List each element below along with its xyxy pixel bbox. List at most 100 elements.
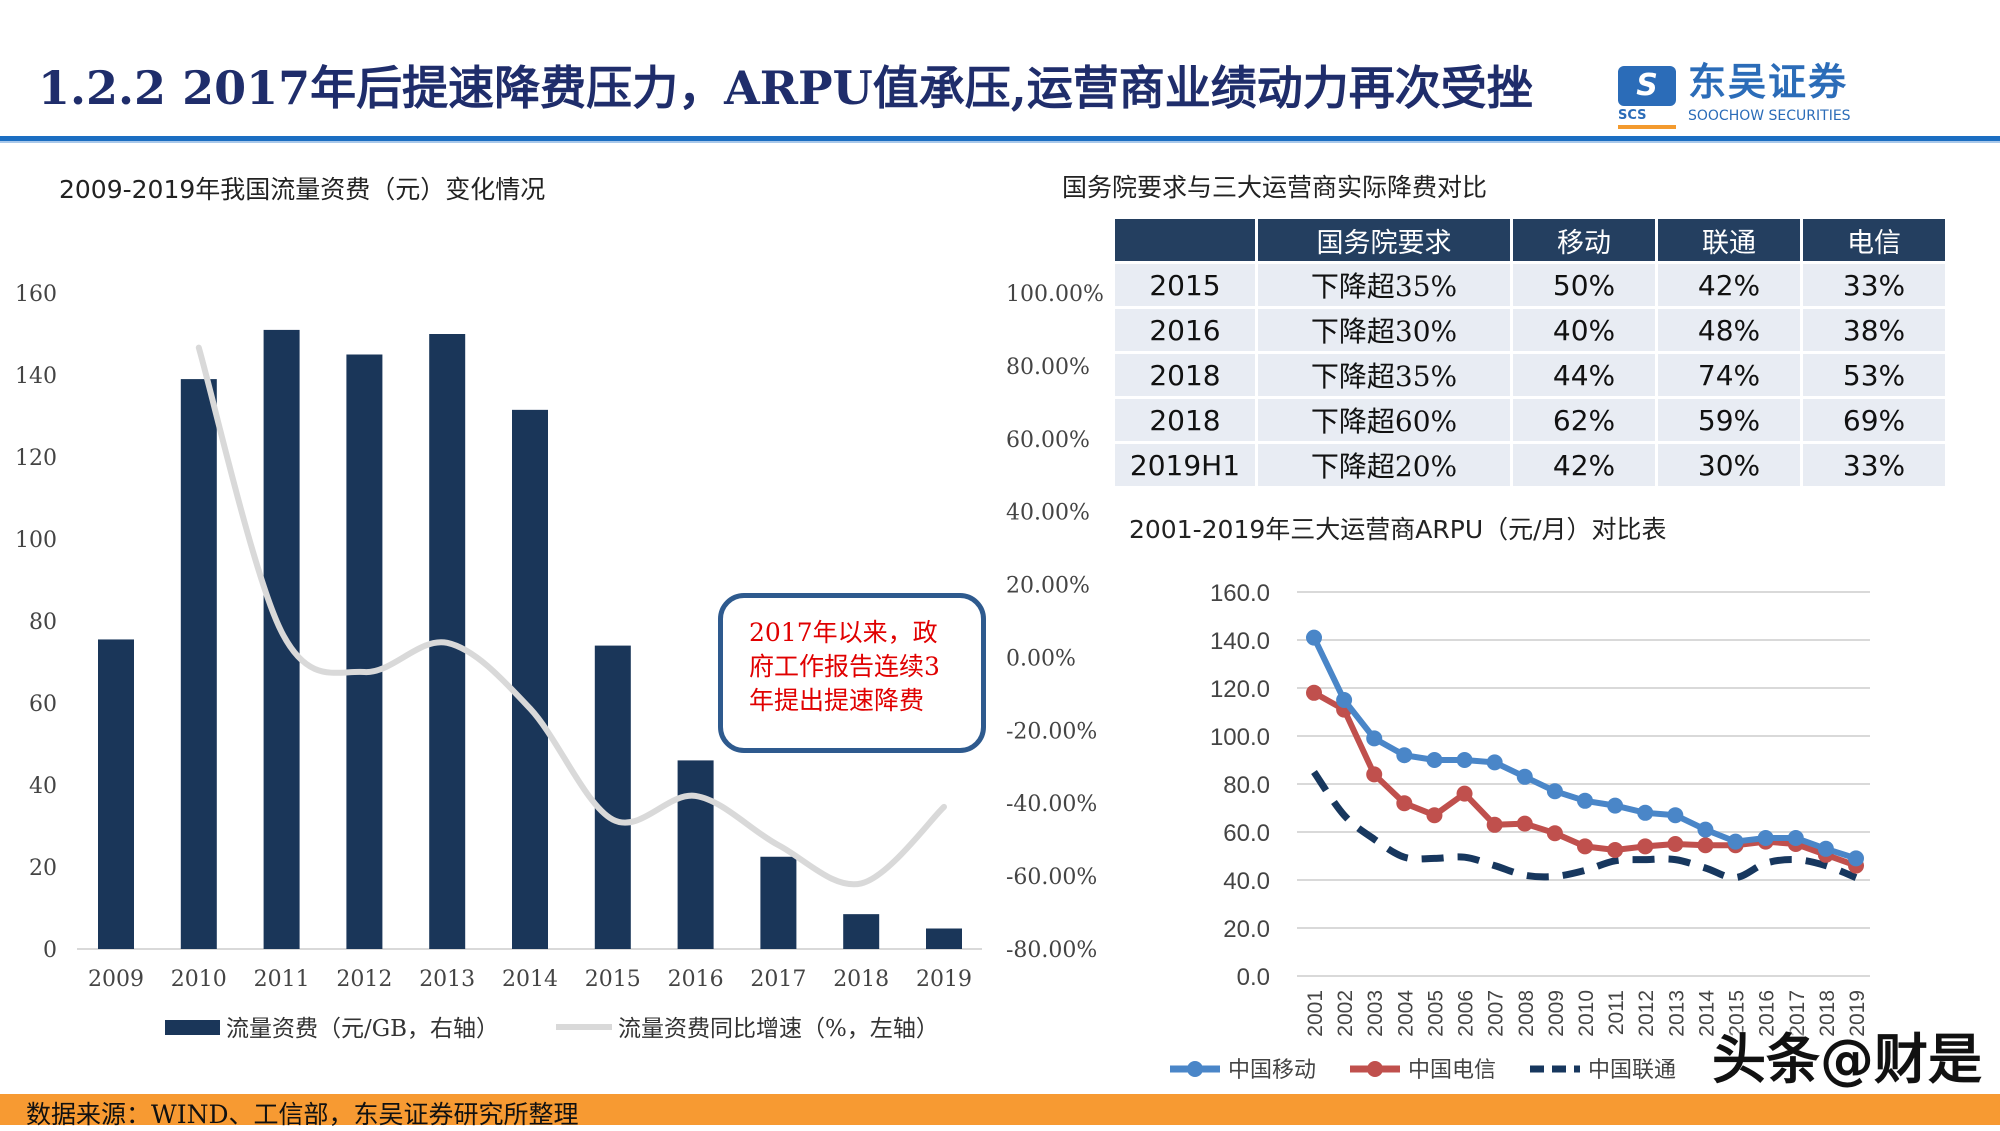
legend-bar-swatch: [165, 1020, 220, 1035]
y-axis-tick: 40.0: [1223, 868, 1270, 895]
x-axis-tick: 2012: [336, 967, 392, 992]
mobile-point: [1697, 821, 1714, 838]
x-axis-tick: 2019: [1846, 990, 1869, 1037]
table-cell: 62%: [1513, 399, 1655, 441]
mobile-point: [1667, 807, 1684, 824]
mobile-point: [1486, 754, 1503, 771]
y-axis-tick: 100.0: [1210, 724, 1270, 751]
table-header: 移动: [1513, 219, 1655, 261]
left-chart-title: 2009-2019年我国流量资费（元）变化情况: [59, 175, 546, 204]
legend-label: 中国联通: [1588, 1058, 1676, 1083]
logo-cn: 东吴证券: [1688, 60, 1849, 104]
telecom-point: [1667, 836, 1684, 852]
table-cell: 2019H1: [1115, 444, 1255, 486]
x-axis-tick: 2005: [1424, 990, 1447, 1037]
x-axis-tick: 2002: [1334, 990, 1357, 1037]
header-divider-light: [0, 141, 2000, 143]
x-axis-tick: 2015: [1726, 990, 1749, 1037]
table-header: [1115, 219, 1255, 261]
callout-annotation: 2017年以来，政 府工作报告连续3 年提出提速降费: [718, 593, 986, 753]
right-axis-tick: -60.00%: [1006, 865, 1097, 890]
mobile-point: [1306, 629, 1322, 646]
left-axis-tick: 100: [15, 528, 57, 553]
x-axis-tick: 2009: [88, 967, 144, 992]
table-cell: 30%: [1658, 444, 1800, 486]
x-axis-tick: 2006: [1455, 990, 1478, 1037]
y-axis-tick: 60.0: [1223, 820, 1270, 847]
bar: [760, 856, 797, 949]
right-axis-tick: -20.00%: [1006, 719, 1097, 744]
x-axis-tick: 2003: [1364, 990, 1387, 1037]
telecom-point: [1546, 825, 1563, 842]
table-cell: 2018: [1115, 354, 1255, 396]
right-axis-tick: -80.00%: [1006, 938, 1097, 963]
mobile-line: [1311, 636, 1857, 862]
y-axis-tick: 120.0: [1210, 676, 1270, 703]
callout-line: 府工作报告连续3: [749, 652, 940, 681]
table-cell: 下降超35%: [1258, 354, 1510, 396]
logo-bar: [1618, 125, 1676, 129]
arpu-chart: 0.0 20.0 40.0 60.0 80.0 100.0 120.0 140.0 160.0 2…: [1170, 580, 1870, 1083]
x-axis-tick: 2014: [1695, 990, 1718, 1037]
legend-bar-label: 流量资费（元/GB，右轴）: [226, 1016, 499, 1042]
footer-bar: 数据来源：WIND、工信部，东吴证券研究所整理: [0, 1094, 2000, 1129]
table-title: 国务院要求与三大运营商实际降费对比: [1062, 173, 1488, 202]
table-header: 联通: [1658, 219, 1800, 261]
left-axis-tick: 120: [15, 446, 57, 471]
bar: [263, 329, 300, 949]
mobile-point: [1577, 792, 1593, 809]
x-axis-tick: 2017: [750, 967, 806, 992]
telecom-point: [1396, 795, 1413, 812]
mobile-point: [1456, 752, 1473, 768]
table-header: 国务院要求: [1258, 219, 1510, 261]
y-axis-tick: 20.0: [1223, 916, 1270, 943]
telecom-point: [1366, 766, 1383, 783]
source-note: 数据来源：WIND、工信部，东吴证券研究所整理: [26, 1100, 579, 1129]
unicom-line: [1311, 769, 1858, 882]
table-cell: 2015: [1115, 264, 1255, 306]
x-axis-tick: 2009: [1545, 990, 1568, 1037]
left-axis-tick: 20: [29, 856, 57, 881]
header-divider: [0, 136, 2000, 141]
y-axis-tick: 0.0: [1237, 964, 1270, 991]
fee-chart: 0 20 40 60 80 100 120 140 160 -80.00% -60.00% -40.0…: [15, 282, 1104, 1042]
x-axis-tick: 2011: [254, 967, 310, 992]
telecom-point: [1456, 785, 1473, 802]
table-cell: 74%: [1658, 354, 1800, 396]
mobile-point: [1817, 840, 1834, 857]
mobile-point: [1757, 830, 1774, 846]
bar: [98, 639, 134, 949]
telecom-point: [1607, 842, 1624, 858]
table-cell: 下降超20%: [1258, 444, 1510, 486]
table-row: 2015 下降超35% 50% 42% 33%: [1115, 264, 1945, 306]
legend-label: 中国电信: [1408, 1058, 1496, 1083]
table-cell: 下降超30%: [1258, 309, 1510, 351]
telecom-point: [1516, 815, 1533, 832]
mobile-point: [1607, 797, 1624, 814]
telecom-point: [1486, 816, 1503, 833]
x-axis-tick: 2016: [1756, 990, 1779, 1037]
x-axis-tick: 2010: [171, 967, 227, 992]
x-axis-tick: 2013: [419, 967, 475, 992]
bar: [346, 354, 383, 949]
table-cell: 2018: [1115, 399, 1255, 441]
right-axis-tick: 80.00%: [1006, 355, 1090, 380]
table-cell: 42%: [1658, 264, 1800, 306]
right-chart-title: 2001-2019年三大运营商ARPU（元/月）对比表: [1129, 515, 1667, 544]
mobile-point: [1366, 730, 1383, 747]
page-title: 1.2.2 2017年后提速降费压力，ARPU值承压,运营商业绩动力再次受挫: [38, 61, 1533, 115]
x-axis-tick: 2018: [1816, 990, 1839, 1037]
table-header: 电信: [1803, 219, 1945, 261]
telecom-point: [1426, 807, 1443, 824]
bar: [843, 914, 880, 949]
telecom-point: [1697, 837, 1714, 854]
x-axis-tick: 2001: [1304, 990, 1327, 1037]
mobile-point: [1848, 850, 1864, 867]
telecom-point: [1306, 684, 1322, 701]
legend-label: 中国移动: [1228, 1058, 1316, 1083]
mobile-point: [1637, 804, 1654, 821]
table-cell: 59%: [1658, 399, 1800, 441]
table-row: 2016 下降超30% 40% 48% 38%: [1115, 309, 1945, 351]
bar: [180, 379, 217, 950]
left-axis-tick: 40: [29, 774, 57, 799]
